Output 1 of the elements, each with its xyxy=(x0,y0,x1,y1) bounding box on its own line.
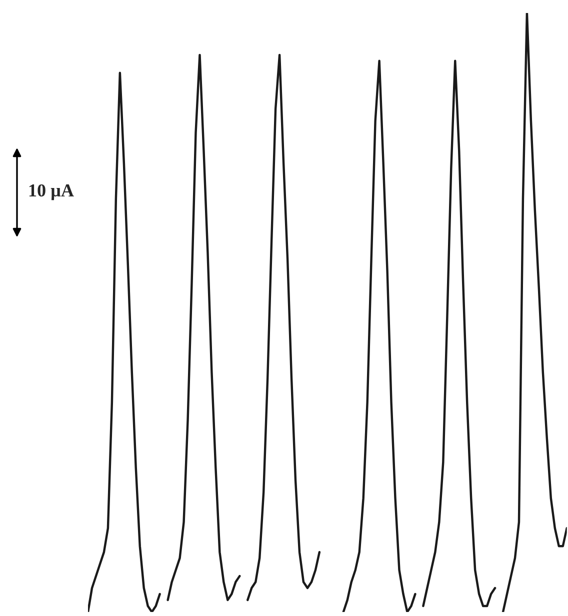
text: 10 µA xyxy=(29,184,74,200)
